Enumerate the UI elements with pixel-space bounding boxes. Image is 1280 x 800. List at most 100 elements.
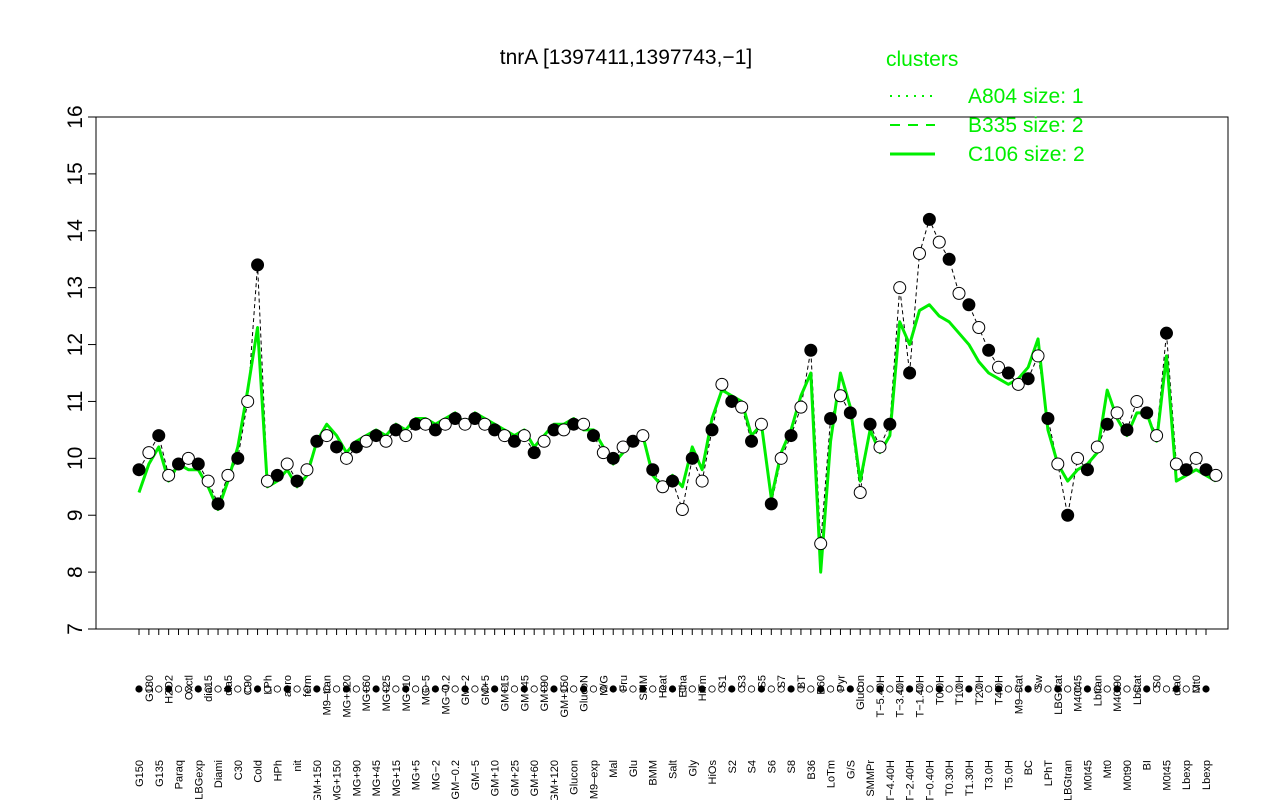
x-tick-label: BT: [796, 675, 808, 689]
series-line-solid: [137, 303, 1217, 574]
data-point: [833, 389, 847, 403]
data-point: [251, 258, 265, 272]
y-tick-label: 11: [64, 391, 87, 413]
data-point: [794, 400, 808, 414]
x-tick-label: GM+60: [529, 760, 541, 796]
x-tick-label: Mt0: [1102, 760, 1114, 778]
x-tick-label: M40t90: [1112, 675, 1124, 712]
x-tick-label: T−2.40H: [905, 760, 917, 800]
data-point: [616, 440, 630, 454]
x-tick-label: T5.0H: [1003, 760, 1015, 790]
data-point: [359, 434, 373, 448]
x-rug-marker: [599, 685, 607, 693]
data-point: [399, 429, 413, 443]
x-tick-label: GM+120: [549, 760, 561, 800]
x-tick-label: Lbexp: [1201, 760, 1213, 790]
x-tick-label: MG+10: [401, 675, 413, 711]
x-tick-label: Cold: [253, 760, 265, 783]
x-tick-label: GM+15: [500, 675, 512, 711]
series-line-dashed: [138, 217, 1217, 544]
data-point: [764, 497, 778, 511]
data-point: [310, 434, 324, 448]
x-rug-marker: [1014, 685, 1022, 693]
x-rug-marker: [412, 685, 420, 693]
data-point: [419, 417, 433, 431]
x-rug-marker: [579, 685, 588, 693]
x-tick-label: G150: [134, 760, 146, 787]
data-point: [1189, 451, 1203, 465]
x-rug-marker: [718, 685, 726, 693]
data-point: [290, 474, 304, 488]
x-tick-label: Pyr: [835, 675, 847, 692]
data-point: [636, 429, 650, 443]
x-tick-label: B60: [816, 675, 828, 695]
y-tick-label: 13: [64, 276, 87, 299]
x-rug-marker: [560, 685, 568, 693]
x-rug-marker: [1054, 685, 1062, 693]
y-tick-label: 14: [64, 219, 87, 243]
x-tick-label: M9–exp: [588, 760, 600, 799]
y-tick-label: 7: [64, 623, 87, 635]
x-tick-label: Diami: [213, 760, 225, 788]
x-rug-marker: [194, 685, 202, 693]
plot-frame: [95, 116, 1229, 630]
x-rug-marker: [244, 685, 252, 693]
x-tick-label: S7: [776, 675, 788, 688]
data-point: [972, 320, 986, 334]
data-point: [330, 440, 344, 454]
data-point: [1031, 349, 1045, 363]
x-rug-marker: [629, 685, 637, 693]
x-tick-label: HiTm: [697, 675, 709, 701]
x-tick-label: S6: [766, 760, 778, 773]
x-rug-marker: [945, 685, 953, 693]
x-rug-marker: [263, 685, 272, 693]
x-tick-label: MG+5: [411, 760, 423, 790]
x-tick-label: MG+120: [341, 675, 353, 718]
data-point: [577, 417, 591, 431]
data-point: [666, 474, 679, 488]
x-tick-label: LPh: [262, 675, 274, 695]
data-point: [942, 252, 956, 266]
data-point: [784, 429, 798, 443]
x-rug-marker: [1143, 685, 1151, 693]
data-point: [349, 440, 363, 454]
data-point: [804, 343, 818, 357]
x-rug-marker: [471, 685, 479, 693]
x-rug-marker: [135, 685, 143, 693]
x-tick-label: LBGstat: [1053, 675, 1065, 715]
x-rug-marker: [1093, 685, 1101, 693]
data-point: [586, 429, 600, 443]
x-tick-label: GM−0.2: [450, 760, 462, 799]
x-tick-label: dia15: [203, 675, 215, 702]
x-rug-marker: [481, 685, 489, 693]
x-rug-marker: [491, 685, 499, 693]
x-tick-label: MG+90: [351, 760, 363, 796]
y-tick-label: 15: [64, 162, 87, 185]
data-point: [992, 360, 1006, 374]
data-point: [1051, 457, 1065, 471]
x-rug-marker: [1103, 685, 1111, 693]
x-rug-marker: [1182, 685, 1190, 693]
x-rug-marker: [372, 685, 380, 693]
data-point: [537, 434, 551, 448]
data-point: [1090, 440, 1104, 454]
x-tick-label: aero: [282, 675, 294, 697]
x-tick-label: S3: [737, 675, 749, 688]
x-rug-marker: [886, 685, 894, 693]
legend-title: clusters: [886, 48, 958, 71]
x-rug-marker: [688, 685, 696, 693]
x-rug-marker: [1083, 685, 1092, 693]
x-rug-marker: [431, 685, 439, 693]
x-rug-marker: [856, 685, 864, 693]
x-rug-marker: [273, 685, 281, 693]
x-tick-label: MG−5: [421, 675, 433, 705]
data-point: [201, 474, 215, 488]
x-rug-marker: [1073, 685, 1082, 693]
data-point: [211, 497, 225, 511]
x-tick-label: T1.0H: [954, 675, 966, 705]
cluster-lines: [137, 217, 1217, 574]
x-rug-marker: [362, 685, 370, 693]
x-axis: G150 G180 G135 H2O2 Paraq Oxctl LBGexp dia15 Dia…: [134, 629, 1213, 800]
data-point: [231, 451, 245, 465]
x-rug-marker: [797, 685, 805, 693]
